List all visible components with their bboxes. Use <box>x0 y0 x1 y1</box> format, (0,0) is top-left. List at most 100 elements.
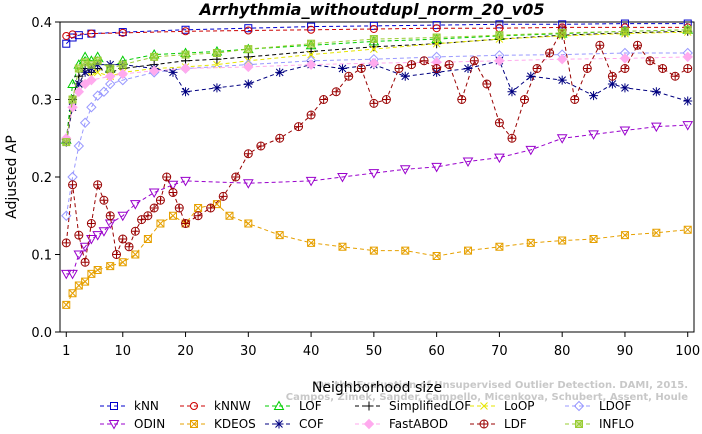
data-point <box>74 71 84 81</box>
data-point <box>79 117 91 128</box>
data-point <box>73 140 85 152</box>
data-point <box>156 219 165 228</box>
data-point <box>108 420 120 430</box>
data-point <box>480 420 488 428</box>
data-point <box>143 211 153 221</box>
x-tick-label: 70 <box>491 344 508 359</box>
watermark-line: Campos, Zimek, Sander, Campello, Micenko… <box>286 392 688 403</box>
data-point <box>74 230 84 240</box>
data-point <box>244 150 252 158</box>
series-kdeos <box>62 200 692 309</box>
series-line-simplifiedlof <box>65 30 688 140</box>
x-tick-label: 100 <box>675 344 700 359</box>
data-point <box>131 250 140 259</box>
data-point <box>131 227 139 235</box>
data-point <box>62 239 70 247</box>
data-point <box>181 27 190 36</box>
data-point <box>93 56 102 65</box>
data-point <box>244 219 253 228</box>
data-point <box>608 72 616 80</box>
data-point <box>295 123 303 131</box>
data-point <box>150 204 158 212</box>
data-point <box>381 95 391 104</box>
data-point <box>684 65 692 72</box>
data-point <box>338 242 347 251</box>
data-point <box>181 219 191 228</box>
y-tick-label: 0.3 <box>31 94 52 109</box>
data-point <box>495 20 504 29</box>
data-point <box>683 25 692 34</box>
series-line-ldf <box>65 28 688 263</box>
data-point <box>658 64 668 73</box>
data-point <box>399 165 411 175</box>
data-point <box>129 200 141 210</box>
legend-item-knnw: kNNW <box>180 399 251 413</box>
data-point <box>588 130 599 140</box>
data-point <box>356 64 366 73</box>
data-point <box>508 134 516 142</box>
data-point <box>401 246 410 255</box>
data-point <box>105 211 115 221</box>
watermark: Campos, Zimek, Sander, Campello, Micenko… <box>286 380 688 403</box>
data-point <box>364 401 374 411</box>
data-point <box>683 225 692 234</box>
data-point <box>87 220 95 227</box>
data-point <box>175 204 183 212</box>
data-point <box>150 53 159 61</box>
data-point <box>556 134 568 144</box>
series-fastabod <box>61 51 693 144</box>
x-tick-label: 30 <box>240 344 257 359</box>
data-point <box>582 64 592 73</box>
data-point <box>521 96 529 103</box>
data-point <box>62 300 71 309</box>
data-point <box>62 39 71 48</box>
data-point <box>148 188 160 199</box>
data-point <box>73 86 85 97</box>
legend-label: LOF <box>299 399 322 413</box>
data-point <box>462 157 474 168</box>
data-point <box>305 176 317 187</box>
data-point <box>75 231 83 239</box>
data-point <box>431 162 442 173</box>
data-point <box>483 80 491 88</box>
data-point <box>369 246 378 255</box>
data-point <box>395 65 403 72</box>
data-point <box>634 41 642 49</box>
data-point <box>68 289 77 298</box>
data-point <box>243 61 254 73</box>
data-point <box>307 25 316 34</box>
legend-label: LoOP <box>504 399 535 413</box>
data-point <box>495 31 504 40</box>
data-point <box>110 402 118 410</box>
legend-label: KDEOS <box>214 417 256 431</box>
legend-label: ODIN <box>134 417 165 431</box>
data-point <box>683 96 693 106</box>
data-point <box>118 60 127 69</box>
data-point <box>111 250 121 259</box>
data-point <box>652 228 661 237</box>
data-point <box>470 57 478 65</box>
data-point <box>507 87 517 97</box>
data-point <box>556 53 568 65</box>
data-point <box>118 28 127 37</box>
data-point <box>651 87 661 97</box>
data-point <box>93 266 102 274</box>
legend-label: SimplifiedLOF <box>389 399 471 413</box>
data-point <box>73 250 85 261</box>
series-line-ldof <box>65 52 688 216</box>
x-tick-label: 40 <box>303 344 320 359</box>
data-point <box>225 211 234 220</box>
data-point <box>232 173 240 181</box>
legend-item-ldf: LDF <box>470 417 527 431</box>
data-point <box>213 49 221 57</box>
legend-item-inflo: INFLO <box>565 417 634 431</box>
data-point <box>275 67 285 77</box>
data-point <box>633 40 643 50</box>
data-point <box>479 419 489 429</box>
data-point <box>168 67 178 77</box>
data-point <box>400 71 410 81</box>
watermark-line: On the Evaluation of Unsupervised Outlie… <box>315 380 688 391</box>
data-point <box>174 203 184 213</box>
data-point <box>307 111 315 119</box>
data-point <box>168 211 177 220</box>
